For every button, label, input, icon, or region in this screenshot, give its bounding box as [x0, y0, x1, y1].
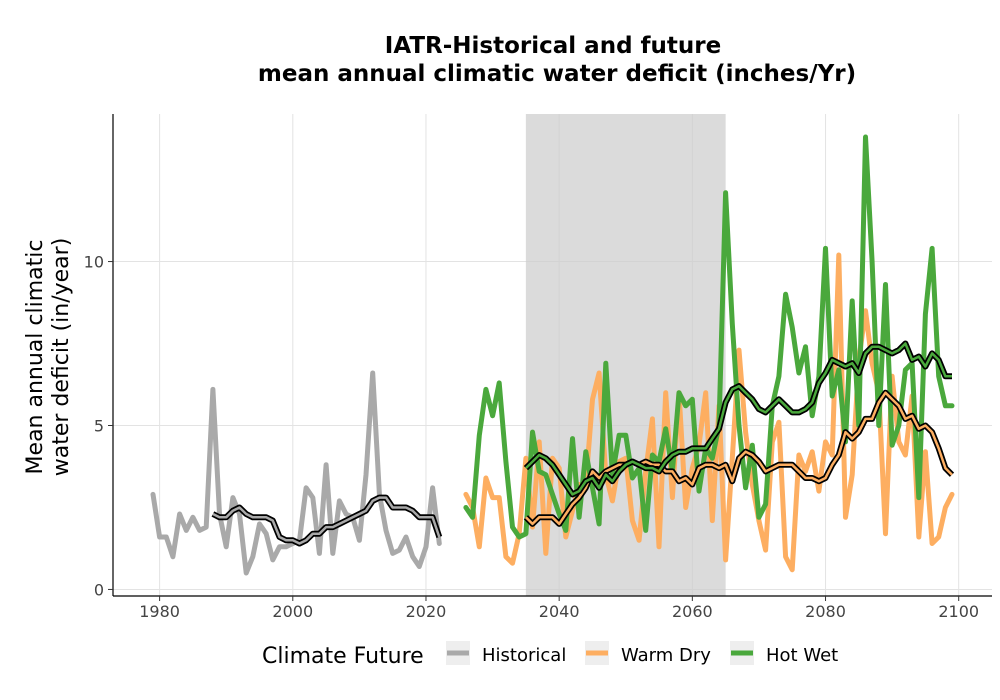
- legend-item-historical: Historical: [446, 641, 566, 666]
- y-tick-label: 5: [94, 416, 104, 435]
- x-tick-label: 2080: [805, 602, 846, 621]
- x-tick-label: 2060: [672, 602, 713, 621]
- legend-label-warm-dry: Warm Dry: [621, 645, 711, 666]
- series-line-hot-wet: [463, 134, 955, 540]
- y-tick-label: 10: [84, 253, 104, 272]
- x-tick-label: 1980: [139, 602, 180, 621]
- y-tick-label: 0: [94, 580, 104, 599]
- moving-average-line-warm-dry: [525, 391, 953, 526]
- legend-item-warm-dry: Warm Dry: [585, 641, 711, 666]
- legend: Climate Future Historical Warm Dry Hot W…: [262, 641, 838, 669]
- series-lines: [150, 134, 955, 576]
- x-tick-label: 2020: [406, 602, 447, 621]
- legend-label-historical: Historical: [482, 645, 566, 666]
- legend-label-hot-wet: Hot Wet: [766, 645, 838, 666]
- legend-title: Climate Future: [262, 644, 424, 669]
- chart-title-line1: IATR-Historical and future: [385, 33, 721, 59]
- y-axis-title-line1: Mean annual climatic: [23, 240, 48, 475]
- x-tick-label: 2040: [539, 602, 580, 621]
- axes: 1980 2000 2020 2040 2060 2080 2100 0 5 10: [84, 114, 992, 621]
- x-tick-label: 2100: [938, 602, 979, 621]
- moving-average-line-historical: [212, 496, 441, 545]
- x-tick-label: 2000: [272, 602, 313, 621]
- y-axis-title-line2: water deficit (in/year): [49, 238, 74, 477]
- legend-item-hot-wet: Hot Wet: [730, 641, 838, 666]
- chart-title-line2: mean annual climatic water deficit (inch…: [258, 61, 856, 87]
- moving-average-line-hot-wet: [525, 342, 952, 496]
